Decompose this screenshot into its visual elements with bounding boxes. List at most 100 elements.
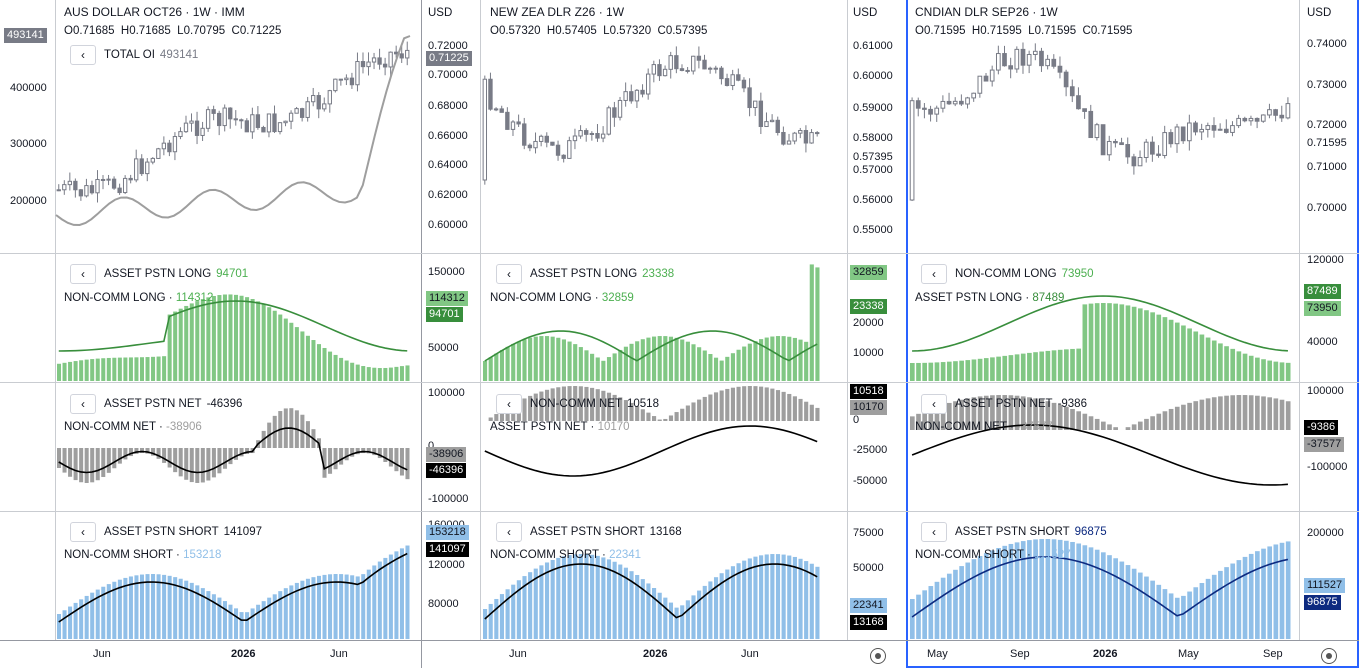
- chart-cad[interactable]: CNDIAN DLR SEP26 · 1W O0.71595 H0.71595 …: [906, 0, 1359, 668]
- legend-asset-net[interactable]: ‹ ASSET PSTN NET -46396: [70, 394, 242, 414]
- short-bar: [173, 577, 178, 639]
- time-label: 2026: [1093, 648, 1118, 660]
- legend-noncomm-short: NON-COMM SHORT · 22341: [490, 549, 642, 561]
- short-bar: [499, 594, 505, 639]
- legend-asset-short[interactable]: ‹ ASSET PSTN SHORT 96875: [921, 522, 1107, 542]
- candle-body: [322, 103, 327, 110]
- currency-label[interactable]: USD: [853, 7, 878, 19]
- net-bar: [123, 448, 128, 460]
- candle-body: [1143, 141, 1149, 159]
- legend-asset-long[interactable]: ‹ ASSET PSTN LONG 94701: [70, 264, 248, 284]
- collapse-legend-button[interactable]: ‹: [70, 522, 96, 542]
- candle-body: [971, 92, 977, 99]
- net-tick: -50000: [853, 475, 888, 487]
- long-bar: [1273, 361, 1279, 381]
- short-bar: [1033, 539, 1038, 639]
- candle-body: [250, 114, 255, 133]
- candle-body: [561, 154, 566, 159]
- short-bar: [702, 585, 707, 639]
- pane-separator[interactable]: [0, 253, 1359, 254]
- settings-gear-icon[interactable]: [870, 648, 886, 664]
- net-bar: [946, 402, 952, 430]
- net-bar: [725, 388, 730, 421]
- currency-label[interactable]: USD: [428, 7, 453, 19]
- symbol-title[interactable]: CNDIAN DLR SEP26 · 1W: [915, 5, 1058, 19]
- currency-label[interactable]: USD: [1307, 7, 1332, 19]
- long-bar: [1261, 359, 1266, 381]
- candle-body: [128, 177, 133, 181]
- candle-body: [488, 78, 493, 110]
- price-tick: 0.55000: [853, 224, 893, 236]
- legend-noncomm-net[interactable]: ‹ NON-COMM NET 10518: [496, 394, 659, 414]
- symbol-title[interactable]: NEW ZEA DLR Z26 · 1W: [490, 5, 625, 19]
- candle-body: [239, 119, 244, 122]
- long-bar: [922, 362, 927, 381]
- collapse-legend-button[interactable]: ‹: [921, 264, 947, 284]
- legend-asset-short[interactable]: ‹ ASSET PSTN SHORT 141097: [70, 522, 262, 542]
- net-bar: [106, 448, 111, 473]
- short-bar: [618, 564, 623, 639]
- long-bar: [1144, 310, 1149, 381]
- short-bar: [162, 574, 167, 639]
- long-bar: [809, 264, 814, 381]
- price-tick: 0.60000: [428, 219, 468, 231]
- short-bar: [1187, 591, 1192, 639]
- collapse-legend-button[interactable]: ‹: [70, 394, 96, 414]
- short-bar: [590, 554, 595, 639]
- collapse-legend-button[interactable]: ‹: [70, 264, 96, 284]
- short-bar: [516, 580, 521, 639]
- short-bar: [511, 584, 516, 639]
- candle-body: [272, 113, 277, 133]
- long-bar: [1082, 304, 1088, 381]
- long-bar: [239, 295, 244, 381]
- short-bar: [770, 554, 775, 639]
- net-bar: [1273, 398, 1279, 430]
- net-bar: [539, 391, 544, 421]
- candle-body: [1174, 126, 1180, 145]
- collapse-legend-button[interactable]: ‹: [70, 45, 96, 65]
- short-bar: [167, 575, 172, 639]
- chart-nzd[interactable]: 150000 114312 94701 50000 100000 0 -3890…: [422, 0, 908, 668]
- legend-asset-net[interactable]: ‹ ASSET PSTN NET -9386: [921, 394, 1087, 414]
- legend-asset-short[interactable]: ‹ ASSET PSTN SHORT 13168: [496, 522, 682, 542]
- pane-separator[interactable]: [0, 511, 1359, 512]
- short-bar: [494, 598, 499, 639]
- symbol-title[interactable]: AUS DOLLAR OCT26 · 1W · IMM: [64, 5, 245, 19]
- chart-aud[interactable]: 493141 400000 300000 200000 AUS DOLLAR O…: [0, 0, 422, 668]
- long-bar: [697, 347, 702, 381]
- legend-total-oi[interactable]: ‹ TOTAL OI 493141: [70, 45, 198, 65]
- settings-gear-icon[interactable]: [1321, 648, 1337, 664]
- net-bar: [57, 448, 62, 468]
- aud-short-tick: 80000: [428, 598, 459, 610]
- short-bar: [934, 581, 940, 639]
- candle-body: [510, 121, 516, 130]
- short-bar: [1113, 558, 1118, 639]
- candle-body: [550, 141, 555, 146]
- long-bar: [910, 363, 915, 381]
- collapse-legend-button[interactable]: ‹: [921, 394, 947, 414]
- long-bar: [328, 351, 333, 381]
- long-bar: [556, 337, 561, 381]
- short-bar: [990, 550, 995, 639]
- long-bar: [971, 359, 977, 381]
- long-bar: [584, 350, 589, 381]
- short-bar: [1057, 539, 1063, 639]
- net-bar: [612, 394, 617, 421]
- long-bar: [759, 339, 764, 381]
- aud-short-badge: 153218: [426, 525, 469, 540]
- net-bar: [1101, 421, 1106, 430]
- legend-noncomm-long[interactable]: ‹ NON-COMM LONG 73950: [921, 264, 1094, 284]
- collapse-legend-button[interactable]: ‹: [496, 264, 522, 284]
- net-bar: [990, 395, 995, 430]
- collapse-legend-button[interactable]: ‹: [921, 522, 947, 542]
- long-bar: [355, 364, 360, 381]
- aud-price-axis[interactable]: USD 0.72000 0.71225 0.70000 0.68000 0.66…: [422, 0, 482, 640]
- pane-separator[interactable]: [0, 382, 1359, 383]
- collapse-legend-button[interactable]: ‹: [496, 394, 522, 414]
- short-bar: [206, 591, 211, 639]
- time-label: Jun: [741, 648, 759, 660]
- collapse-legend-button[interactable]: ‹: [496, 522, 522, 542]
- net-bar: [1027, 397, 1032, 430]
- legend-asset-long[interactable]: ‹ ASSET PSTN LONG 23338: [496, 264, 674, 284]
- candle-body: [189, 120, 194, 124]
